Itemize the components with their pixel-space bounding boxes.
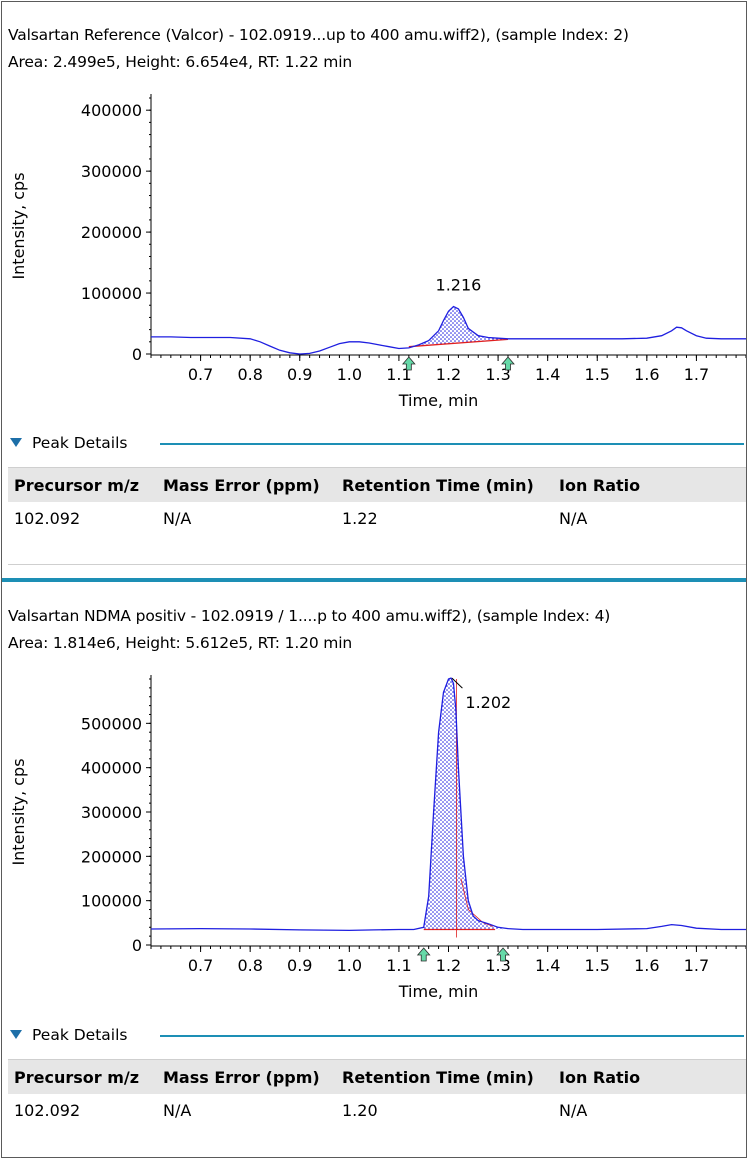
peak-details-table: Precursor m/z Mass Error (ppm) Retention…: [8, 467, 746, 539]
x-tick-label: 0.7: [188, 365, 213, 384]
y-tick-label: 200000: [81, 847, 142, 866]
column-header[interactable]: Mass Error (ppm): [163, 1068, 320, 1087]
y-tick-label: 400000: [81, 759, 142, 778]
peak-details-label: Peak Details: [32, 434, 128, 452]
x-tick-label: 1.5: [585, 956, 610, 975]
panel-stats: Area: 1.814e6, Height: 5.612e5, RT: 1.20…: [8, 634, 353, 652]
panel-title: Valsartan NDMA positiv - 102.0919 / 1...…: [8, 607, 611, 625]
collapse-triangle-icon[interactable]: [10, 438, 22, 447]
panel-stats: Area: 2.499e5, Height: 6.654e4, RT: 1.22…: [8, 53, 353, 71]
x-tick-label: 1.6: [634, 365, 659, 384]
peak-details-label: Peak Details: [32, 1026, 128, 1044]
x-axis-label: Time, min: [398, 982, 479, 1001]
chromatogram-panel-2: Valsartan NDMA positiv - 102.0919 / 1...…: [2, 582, 746, 1159]
integration-marker-icon[interactable]: [416, 947, 431, 962]
integration-marker-icon[interactable]: [496, 947, 510, 962]
x-tick-label: 1.0: [337, 956, 362, 975]
table-cell: 102.092: [14, 509, 81, 528]
x-tick-label: 1.3: [485, 956, 510, 975]
section-divider: [160, 1035, 744, 1037]
column-header[interactable]: Retention Time (min): [342, 476, 534, 495]
table-cell: N/A: [163, 1101, 192, 1120]
x-tick-label: 1.7: [684, 956, 709, 975]
x-tick-label: 1.2: [436, 365, 461, 384]
y-tick-label: 100000: [81, 892, 142, 911]
integration-marker-icon[interactable]: [401, 356, 416, 371]
y-tick-label: 300000: [81, 803, 142, 822]
column-header[interactable]: Ion Ratio: [559, 1068, 641, 1087]
table-row[interactable]: 102.092 N/A 1.20 N/A: [8, 1093, 746, 1127]
column-header[interactable]: Retention Time (min): [342, 1068, 534, 1087]
x-tick-label: 0.7: [188, 956, 213, 975]
x-tick-label: 0.9: [287, 956, 312, 975]
table-cell: N/A: [559, 509, 588, 528]
chromatogram-plot[interactable]: 0 100000 200000 300000 400000 500000 0.7 0.8 0.9…: [2, 665, 746, 1005]
peak-rt-label: 1.216: [436, 275, 482, 294]
x-tick-label: 0.9: [287, 365, 312, 384]
peak-details-table: Precursor m/z Mass Error (ppm) Retention…: [8, 1059, 746, 1131]
column-header[interactable]: Precursor m/z: [14, 1068, 140, 1087]
x-tick-label: 1.3: [485, 365, 510, 384]
integrated-peak-area[interactable]: [423, 678, 503, 930]
table-header: Precursor m/z Mass Error (ppm) Retention…: [8, 467, 746, 502]
chromatogram-trace[interactable]: [150, 677, 746, 932]
column-header[interactable]: Precursor m/z: [14, 476, 140, 495]
collapse-triangle-icon[interactable]: [10, 1030, 22, 1039]
y-tick-label: 200000: [81, 223, 142, 242]
x-tick-label: 1.4: [535, 365, 560, 384]
panel-separator[interactable]: [2, 578, 746, 582]
section-divider: [160, 443, 744, 445]
x-tick-label: 0.8: [237, 956, 262, 975]
y-tick-label: 0: [132, 936, 142, 955]
chromatogram-plot[interactable]: 0 100000 200000 300000 400000 0.7 0.8 0.9 1.0 1.1…: [2, 84, 746, 424]
x-tick-label: 1.5: [585, 365, 610, 384]
peak-label-leader: [451, 677, 463, 689]
chromatogram-trace[interactable]: [151, 305, 746, 355]
peak-tail-outline: [460, 878, 494, 927]
x-axis-label: Time, min: [398, 391, 479, 410]
x-tick-label: 1.7: [684, 365, 709, 384]
y-tick-label: 300000: [81, 162, 142, 181]
x-tick-label: 1.2: [436, 956, 461, 975]
table-row[interactable]: 102.092 N/A 1.22 N/A: [8, 501, 746, 535]
y-tick-label: 500000: [81, 714, 142, 733]
table-cell: 1.20: [342, 1101, 378, 1120]
table-cell: 1.22: [342, 509, 378, 528]
x-tick-label: 1.1: [386, 956, 411, 975]
y-tick-label: 100000: [81, 284, 142, 303]
peak-rt-label: 1.202: [465, 693, 511, 712]
x-tick-label: 1.6: [634, 956, 659, 975]
column-header[interactable]: Mass Error (ppm): [163, 476, 320, 495]
integration-baseline: [408, 338, 509, 348]
y-axis-label: Intensity, cps: [9, 758, 28, 865]
table-cell: N/A: [163, 509, 192, 528]
table-bottom-border: [8, 564, 746, 565]
chromatogram-panel-1: Valsartan Reference (Valcor) - 102.0919.…: [2, 2, 746, 577]
table-cell: N/A: [559, 1101, 588, 1120]
y-tick-label: 400000: [81, 101, 142, 120]
peak-details-header[interactable]: Peak Details: [10, 1025, 746, 1047]
y-tick-label: 0: [132, 345, 142, 364]
peak-details-header[interactable]: Peak Details: [10, 433, 746, 455]
table-cell: 102.092: [14, 1101, 81, 1120]
integration-marker-icon[interactable]: [501, 356, 515, 371]
x-tick-label: 0.8: [237, 365, 262, 384]
table-header: Precursor m/z Mass Error (ppm) Retention…: [8, 1059, 746, 1094]
column-header[interactable]: Ion Ratio: [559, 476, 641, 495]
x-tick-label: 1.1: [386, 365, 411, 384]
y-axis-label: Intensity, cps: [9, 172, 28, 279]
panel-title: Valsartan Reference (Valcor) - 102.0919.…: [8, 26, 629, 44]
x-tick-label: 1.0: [337, 365, 362, 384]
x-tick-label: 1.4: [535, 956, 560, 975]
